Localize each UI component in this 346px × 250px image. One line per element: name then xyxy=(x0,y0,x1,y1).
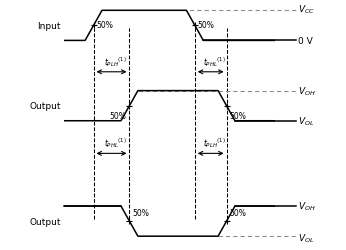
Text: Output: Output xyxy=(29,102,61,111)
Text: 50%: 50% xyxy=(198,20,215,30)
Text: $V_{OL}$: $V_{OL}$ xyxy=(298,231,314,244)
Text: $t_{PLH}$$^{(1)}$: $t_{PLH}$$^{(1)}$ xyxy=(203,136,226,150)
Text: $V_{OL}$: $V_{OL}$ xyxy=(298,115,314,128)
Text: 50%: 50% xyxy=(132,208,149,217)
Text: $t_{PHL}$$^{(1)}$: $t_{PHL}$$^{(1)}$ xyxy=(104,136,126,150)
Text: 50%: 50% xyxy=(229,208,246,217)
Text: 0 V: 0 V xyxy=(298,37,312,46)
Text: 50%: 50% xyxy=(229,112,246,121)
Text: $t_{PHL}$$^{(1)}$: $t_{PHL}$$^{(1)}$ xyxy=(203,55,226,68)
Text: $V_{CC}$: $V_{CC}$ xyxy=(298,4,315,16)
Text: $t_{PLH}$$^{(1)}$: $t_{PLH}$$^{(1)}$ xyxy=(104,55,126,68)
Text: 50%: 50% xyxy=(96,20,113,30)
Text: Input: Input xyxy=(37,22,61,31)
Text: $V_{OH}$: $V_{OH}$ xyxy=(298,85,315,98)
Text: Output: Output xyxy=(29,217,61,226)
Text: $V_{OH}$: $V_{OH}$ xyxy=(298,200,315,212)
Text: 50%: 50% xyxy=(110,112,127,121)
